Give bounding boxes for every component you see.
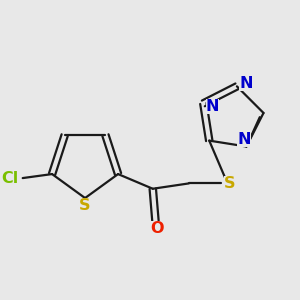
Text: S: S	[224, 176, 235, 191]
Text: N: N	[206, 99, 219, 114]
Text: N: N	[237, 132, 250, 147]
Text: O: O	[150, 221, 164, 236]
Text: Cl: Cl	[2, 171, 19, 186]
Text: N: N	[239, 76, 253, 91]
Text: S: S	[79, 198, 91, 213]
